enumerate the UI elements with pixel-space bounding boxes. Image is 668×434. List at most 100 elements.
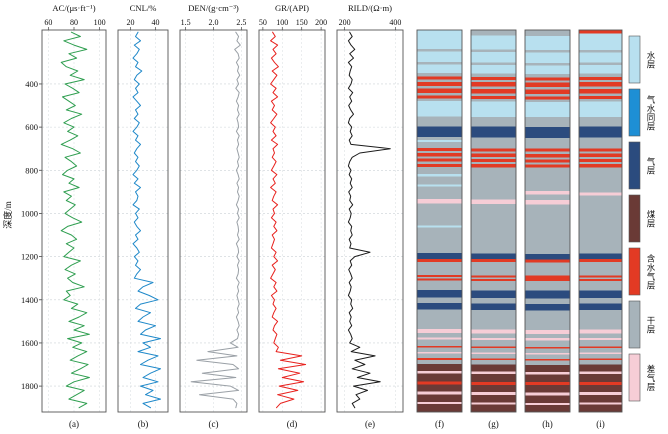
lith-band-watergas	[579, 82, 622, 87]
lith-band-dry	[471, 310, 516, 330]
lith-band-poorgas	[525, 200, 570, 205]
legend-swatch-water	[628, 35, 641, 84]
lith-band-gas	[471, 126, 516, 138]
lith-band-poorgas	[579, 352, 622, 355]
lith-band-dry	[525, 137, 570, 149]
lith-band-dry	[525, 157, 570, 160]
lith-band-dry	[525, 80, 570, 83]
lith-band-dry	[471, 277, 516, 280]
lith-band-poorgas	[471, 402, 516, 405]
lith-band-dry	[525, 204, 570, 255]
lith-band-dry	[525, 93, 570, 97]
lith-band-gas	[471, 303, 516, 311]
lith-band-poorgas	[417, 352, 462, 354]
lith-band-watergas	[525, 275, 570, 281]
lith-band-coal	[579, 374, 622, 382]
lith-band-watergas	[525, 148, 570, 152]
lith-band-gas	[471, 290, 516, 299]
lith-band-dry	[525, 360, 570, 365]
lith-band-poorgas	[471, 392, 516, 396]
lith-band-watergas	[471, 159, 516, 163]
lith-band-dry	[525, 167, 570, 191]
lith-band-poorgas	[579, 329, 622, 334]
lith-band-watergas	[417, 76, 462, 80]
depth-tick-label: 1400	[21, 295, 38, 305]
lith-band-dry	[471, 80, 516, 83]
lith-band-gas	[525, 304, 570, 311]
lith-band-watergas	[579, 164, 622, 168]
lith-band-dry	[579, 80, 622, 83]
curve-d	[270, 31, 307, 409]
legend-swatch-coal	[628, 194, 641, 243]
legend-swatch-gas	[628, 141, 641, 190]
depth-tick-label: 600	[25, 122, 38, 132]
lith-band-watergas	[417, 95, 462, 99]
lith-band-watergas	[471, 148, 516, 152]
lith-band-dry	[525, 30, 570, 37]
lith-band-gas	[417, 289, 462, 298]
lith-band-gas	[417, 303, 462, 310]
lith-band-dry	[525, 62, 570, 66]
lith-band-dry	[417, 227, 462, 254]
lith-band-water	[471, 64, 516, 74]
lith-band-coal	[525, 385, 570, 393]
scale-tick-label: 2.0	[209, 18, 219, 27]
depth-tick-label: 1000	[21, 208, 38, 218]
lith-band-poorgas	[417, 370, 462, 374]
lith-band-watergas	[417, 275, 462, 277]
depth-tick-label: 1200	[21, 252, 38, 262]
lith-band-poorgas	[579, 192, 622, 196]
lith-band-poorgas	[525, 392, 570, 396]
legend-item-gaswater: 气水同层	[628, 88, 656, 137]
lith-band-poorgas	[525, 402, 570, 406]
lith-band-dry	[579, 195, 622, 254]
lith-band-watergas	[579, 153, 622, 157]
lith-band-gas	[471, 253, 516, 260]
lith-band-watergas	[417, 345, 462, 348]
lith-band-dry	[417, 141, 462, 148]
strip-frame-i	[578, 29, 623, 413]
lith-band-dry	[471, 348, 516, 353]
lith-band-coal	[471, 364, 516, 372]
lith-band-gas	[579, 290, 622, 299]
lith-band-water	[525, 102, 570, 118]
legend-swatch-dry	[628, 300, 641, 349]
lith-band-watergas	[525, 358, 570, 361]
lith-band-poorgas	[579, 371, 622, 375]
lith-band-poorgas	[471, 329, 516, 334]
lith-band-watergas	[471, 77, 516, 81]
lith-band-dry	[417, 359, 462, 365]
lith-band-dry	[579, 348, 622, 353]
lith-band-watergas	[525, 89, 570, 94]
lith-band-watergas	[579, 89, 622, 94]
strip-track-i: (i)	[578, 29, 623, 429]
lith-band-coal	[471, 404, 516, 412]
track-title-c: DEN/(g·cm⁻³)	[188, 3, 239, 13]
lith-band-watergas	[525, 96, 570, 100]
lith-band-dry	[471, 116, 516, 127]
scale-tick-label: 80	[70, 18, 78, 27]
lith-band-dry	[579, 262, 622, 276]
lith-band-dry	[525, 74, 570, 78]
lith-band-water	[417, 140, 462, 142]
curve-e	[347, 31, 391, 409]
lith-band-gas	[417, 126, 462, 138]
lith-band-coal	[579, 404, 622, 412]
lith-band-dry	[579, 49, 622, 53]
lith-band-watergas	[525, 164, 570, 168]
lith-band-poorgas	[525, 191, 570, 195]
lith-band-poorgas	[579, 402, 622, 405]
lith-band-poorgas	[525, 352, 570, 355]
lith-band-watergas	[471, 346, 516, 349]
legend-item-poorgas: 差气层	[628, 353, 656, 402]
lith-band-dry	[471, 30, 516, 36]
track-title-b: CNL/%	[130, 3, 157, 13]
lith-band-dry	[417, 48, 462, 52]
lith-band-coal	[579, 395, 622, 403]
lith-band-gas	[417, 253, 462, 259]
lith-band-watergas	[579, 358, 622, 361]
track-c: DEN/(g·cm⁻³) 1.5 2.0 2.5 (c)	[179, 3, 248, 429]
lith-band-dry	[525, 49, 570, 53]
lith-band-watergas	[525, 346, 570, 349]
